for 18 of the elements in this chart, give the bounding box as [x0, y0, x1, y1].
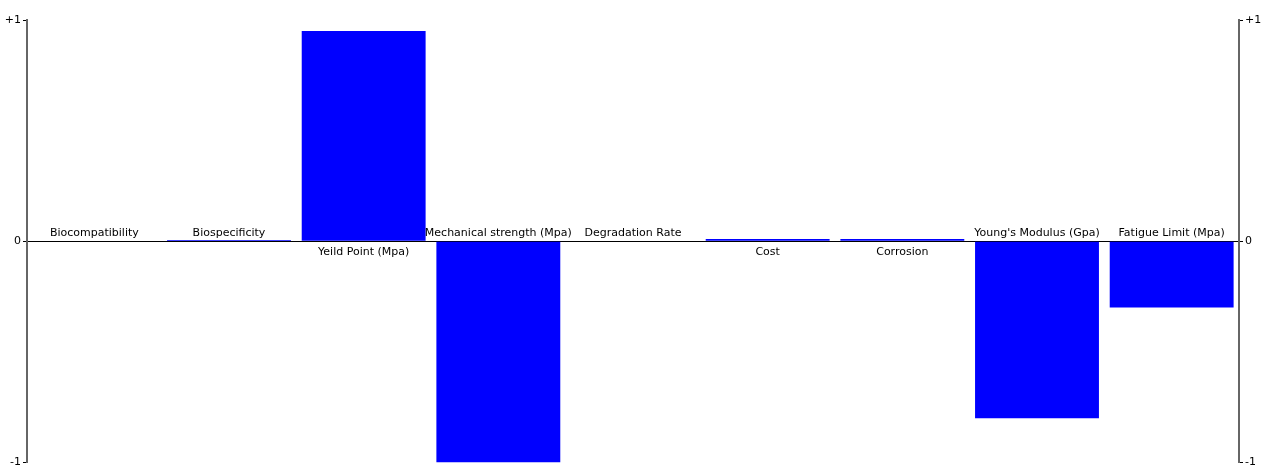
y-tick-label: 0: [14, 234, 21, 248]
x-tick-label: Yeild Point (Mpa): [317, 244, 410, 258]
x-tick-label: Young's Modulus (Gpa): [973, 225, 1100, 239]
y2-tick-label: +1: [1245, 12, 1262, 26]
bar: [1109, 241, 1234, 308]
y2-tick-label: -1: [1245, 455, 1256, 469]
y2-tick-label: 0: [1245, 234, 1252, 248]
y-tick-label: -1: [10, 455, 21, 469]
bar: [301, 31, 426, 241]
y-tick-label: +1: [4, 12, 21, 26]
bar: [975, 241, 1099, 419]
x-tick-label: Degradation Rate: [584, 225, 682, 239]
x-tick-label: Corrosion: [876, 244, 929, 258]
x-tick-label: Fatigue Limit (Mpa): [1118, 225, 1225, 239]
x-tick-label: Biospecificity: [192, 225, 266, 239]
x-tick-label: Biocompatibility: [49, 225, 140, 239]
x-tick-label: Cost: [755, 244, 781, 258]
bar: [436, 241, 561, 463]
